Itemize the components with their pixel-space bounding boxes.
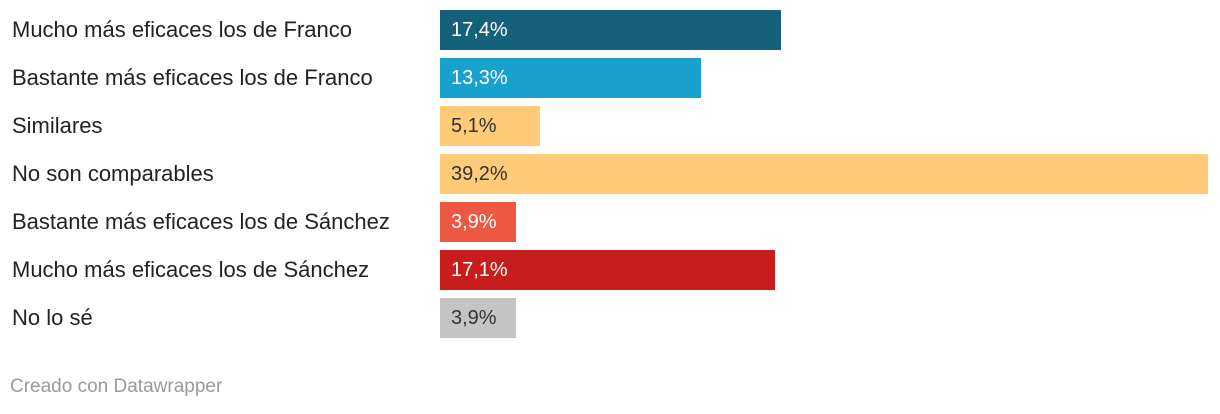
bar: [440, 202, 516, 242]
bar: [440, 106, 540, 146]
value-label: 39,2%: [451, 163, 508, 185]
category-label: Similares: [12, 113, 103, 138]
value-label: 13,3%: [451, 67, 508, 89]
bar: [440, 10, 781, 50]
bar: [440, 298, 516, 338]
category-label: No son comparables: [12, 161, 214, 186]
bar-chart: Mucho más eficaces los de Franco 17,4% Bas…: [0, 10, 1220, 338]
value-label: 17,4%: [451, 19, 508, 41]
bar: [440, 58, 701, 98]
bar: [440, 250, 775, 290]
category-label: Bastante más eficaces los de Sánchez: [12, 209, 390, 234]
bar-row: No lo sé 3,9%: [0, 298, 1220, 338]
category-label: Mucho más eficaces los de Sánchez: [12, 257, 370, 282]
value-label: 5,1%: [451, 115, 497, 137]
category-label: No lo sé: [12, 305, 93, 330]
value-label: 17,1%: [451, 259, 508, 281]
bar-row: Similares 5,1%: [0, 106, 1220, 146]
category-label: Mucho más eficaces los de Franco: [12, 17, 352, 42]
value-label: 3,9%: [451, 307, 497, 329]
bar-row: No son comparables 39,2%: [0, 154, 1220, 194]
bar-row: Mucho más eficaces los de Sánchez 17,1%: [0, 250, 1220, 290]
bar: [440, 154, 1208, 194]
category-label: Bastante más eficaces los de Franco: [12, 65, 373, 90]
bar-row: Bastante más eficaces los de Franco 13,3%: [0, 58, 1220, 98]
bar-row: Mucho más eficaces los de Franco 17,4%: [0, 10, 1220, 50]
value-label: 3,9%: [451, 211, 497, 233]
footer-credit[interactable]: Creado con Datawrapper: [10, 376, 223, 397]
bar-row: Bastante más eficaces los de Sánchez 3,9%: [0, 202, 1220, 242]
